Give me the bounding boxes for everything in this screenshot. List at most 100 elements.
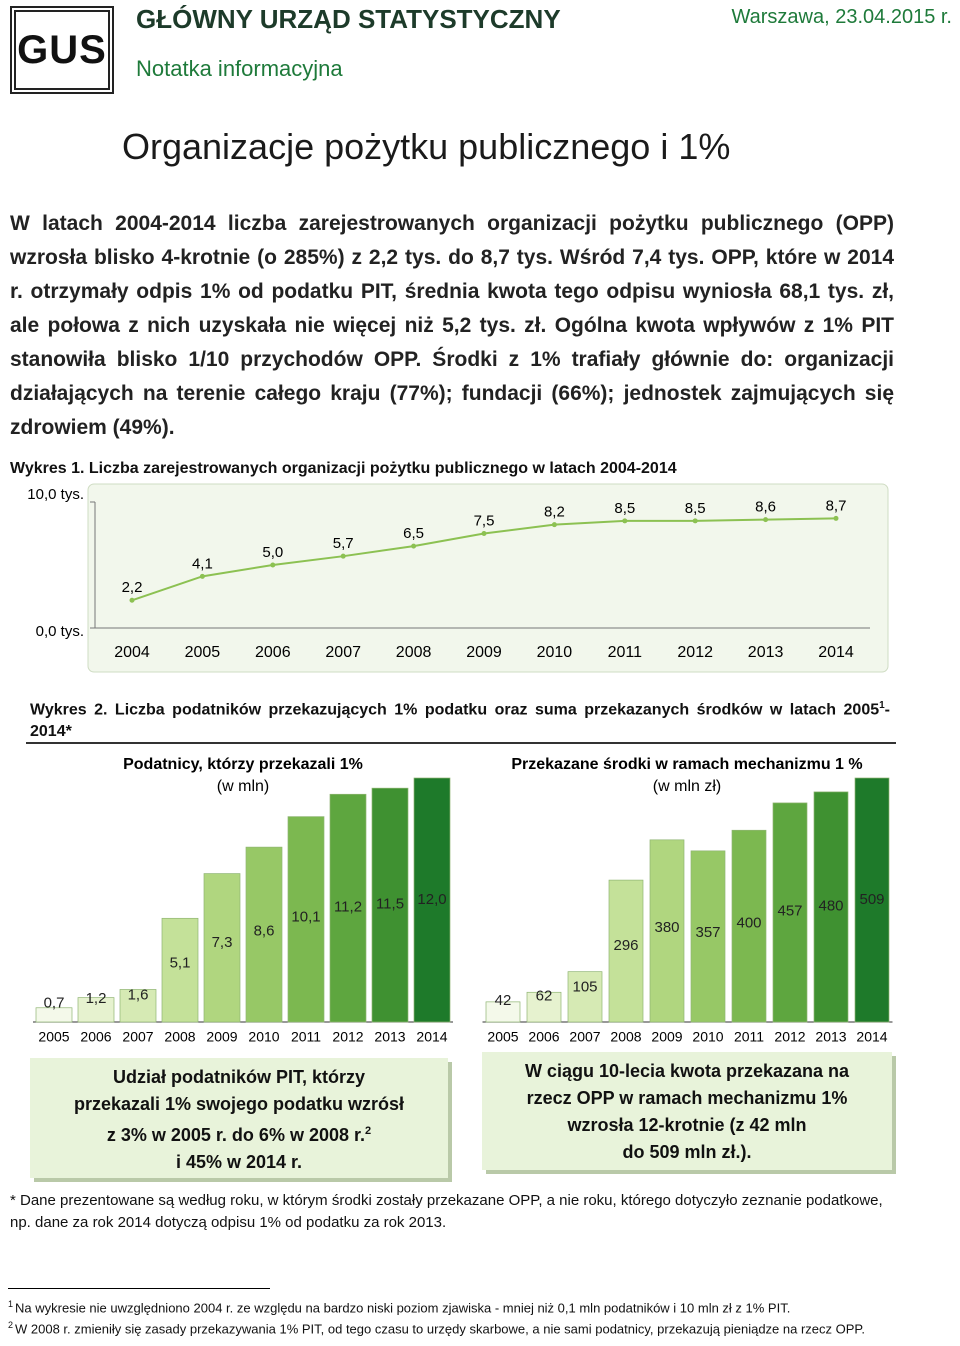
chart-title: Podatnicy, którzy przekazali 1%	[123, 756, 363, 773]
lead: W latach 2004-2014 liczba zarejestrowany…	[10, 212, 894, 439]
point	[199, 573, 205, 579]
value-label: 11,2	[334, 898, 362, 915]
bar	[854, 777, 890, 1023]
bar	[245, 846, 283, 1023]
bar	[287, 816, 325, 1023]
x-tick-label: 2011	[291, 1029, 321, 1045]
x-tick-label: 2011	[608, 644, 643, 661]
callout-line: przekazali 1% swojego podatku wzrósł	[73, 1094, 405, 1114]
bar	[77, 997, 115, 1023]
place-date: Warszawa, 23.04.2015 r.	[731, 6, 953, 28]
y-tick-label: 10,0 tys.	[27, 486, 84, 503]
footnote-ref: 2	[365, 1125, 372, 1137]
x-tick-label: 2010	[692, 1029, 723, 1045]
x-tick-label: 2013	[748, 644, 784, 661]
bar	[608, 879, 644, 1023]
value-label: 105	[572, 978, 597, 995]
x-tick-label: 2007	[122, 1029, 153, 1045]
footnote-mark: 2	[8, 1320, 14, 1331]
x-tick-label: 2005	[38, 1029, 69, 1045]
bar	[567, 971, 603, 1023]
value-label: 8,2	[544, 504, 565, 521]
x-tick-label: 2007	[569, 1029, 600, 1045]
point	[411, 543, 417, 549]
org-name: GŁÓWNY URZĄD STATYSTYCZNY	[136, 4, 561, 34]
bar	[731, 829, 767, 1023]
bar	[161, 917, 199, 1023]
bar	[649, 839, 685, 1023]
chart-title: Przekazane środki w ramach mechanizmu 1 …	[511, 756, 862, 773]
x-tick-label: 2005	[487, 1029, 518, 1045]
point	[129, 597, 135, 603]
x-tick-label: 2012	[677, 644, 713, 661]
logo-text: GUS	[17, 27, 107, 72]
footnote-text: W 2008 r. zmieniły się zasady przekazywa…	[15, 1321, 866, 1337]
x-tick-label: 2006	[255, 644, 291, 661]
bar	[690, 850, 726, 1023]
point	[622, 518, 628, 524]
x-tick-label: 2011	[734, 1029, 764, 1045]
rule	[26, 742, 896, 744]
footnote-mark: 1	[8, 1299, 14, 1309]
callout-line: do 509 mln zł.).	[622, 1142, 752, 1162]
footnote-ref: 1	[879, 700, 885, 711]
chart: Podatnicy, którzy przekazali 1% (w mln) 0,…	[33, 756, 893, 1045]
x-tick-label: 2007	[325, 644, 361, 661]
bar	[119, 989, 157, 1023]
callout-line: rzecz OPP w ramach mechanizmu 1%	[526, 1088, 848, 1108]
bar	[371, 787, 409, 1023]
point	[833, 515, 839, 521]
chart: 0,0 tys. 10,0 tys. 2,2 2004 4,1 2005 5,0 2006 5,…	[27, 483, 889, 673]
point	[340, 553, 346, 559]
x-tick-label: 2014	[818, 644, 854, 661]
value-label: 7,3	[212, 934, 233, 951]
x-tick-label: 2014	[416, 1029, 447, 1045]
y-tick-label: 0,0 tys.	[36, 623, 84, 640]
x-tick-label: 2010	[248, 1029, 279, 1045]
rule	[8, 1288, 270, 1289]
x-tick-label: 2012	[774, 1029, 805, 1045]
callout-line: wzrosła 12-krotnie (z 42 mln	[567, 1115, 807, 1135]
value-label: 8,6	[254, 922, 275, 939]
value-label: 400	[736, 915, 761, 932]
x-tick-label: 2012	[332, 1029, 363, 1045]
value-label: 509	[859, 891, 884, 908]
x-tick-label: 2008	[164, 1029, 195, 1045]
callout-line: z 3% w 2005 r. do 6% w 2008 r.2	[106, 1125, 372, 1145]
value-label: 380	[654, 919, 679, 936]
value-label: 5,7	[333, 535, 354, 552]
x-tick-label: 2005	[185, 644, 221, 661]
x-tick-label: 2006	[528, 1029, 559, 1045]
doc-type: Notatka informacyjna	[136, 56, 343, 81]
value-label: 42	[495, 992, 512, 1009]
bar	[203, 873, 241, 1023]
value-label: 480	[818, 897, 843, 914]
x-tick-label: 2009	[206, 1029, 237, 1045]
x-tick-label: 2004	[114, 644, 150, 661]
x-tick-label: 2008	[610, 1029, 641, 1045]
chart-subtitle: (w mln zł)	[653, 778, 721, 795]
x-tick-label: 2006	[80, 1029, 111, 1045]
value-label: 5,1	[170, 954, 191, 971]
plot-frame	[87, 483, 889, 673]
value-label: 0,7	[44, 995, 65, 1012]
callout-line: Udział podatników PIT, którzy	[112, 1067, 366, 1087]
point	[270, 562, 276, 568]
footnote-text: Na wykresie nie uwzględniono 2004 r. ze …	[15, 1300, 791, 1316]
callout: W ciągu 10-lecia kwota przekazana na rzec…	[482, 1052, 892, 1170]
bar	[772, 802, 808, 1023]
x-tick-label: 2013	[374, 1029, 405, 1045]
value-label: 1,6	[128, 986, 149, 1003]
chart-subtitle: (w mln)	[217, 778, 269, 795]
x-tick-label: 2014	[856, 1029, 887, 1045]
x-tick-label: 2013	[815, 1029, 846, 1045]
value-label: 357	[695, 924, 720, 941]
value-label: 1,2	[86, 990, 107, 1007]
value-label: 4,1	[192, 555, 213, 572]
callout-line: W ciągu 10-lecia kwota przekazana na	[524, 1061, 850, 1081]
footnote: 1 Na wykresie nie uwzględniono 2004 r. ze…	[8, 1296, 908, 1316]
chart-title: Wykres 1. Liczba zarejestrowanych organi…	[10, 460, 677, 477]
point	[551, 522, 557, 528]
x-tick-label: 2009	[651, 1029, 682, 1045]
